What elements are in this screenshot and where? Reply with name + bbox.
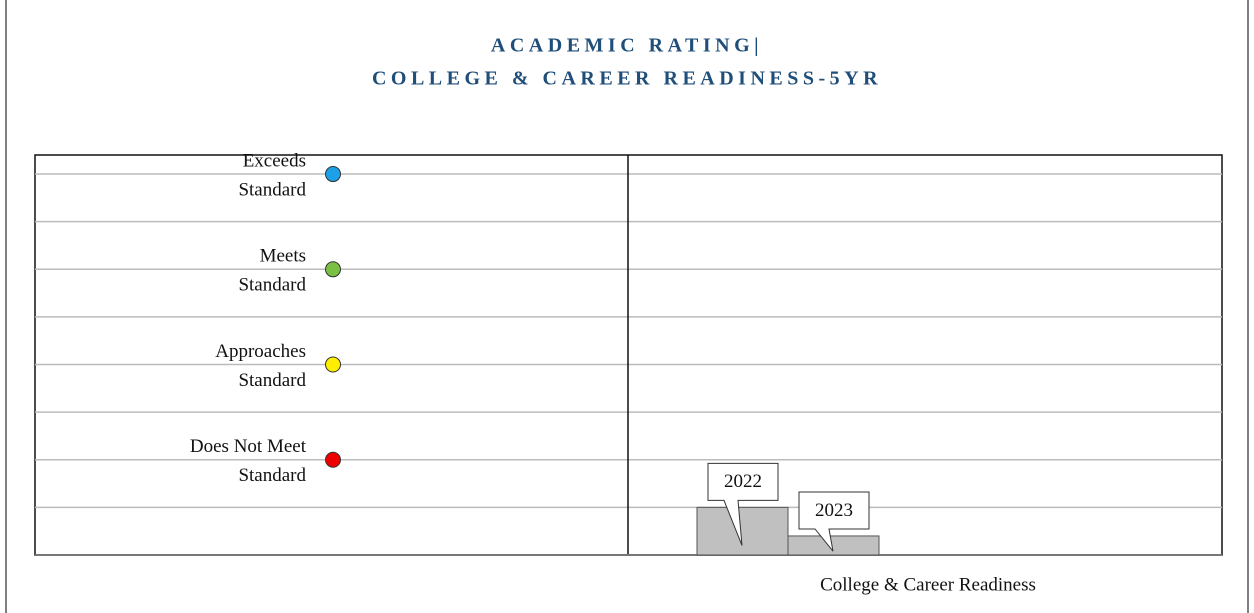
level-label: Standard <box>238 275 306 296</box>
level-label: Approaches <box>215 341 306 362</box>
callout <box>707 462 779 546</box>
level-label: Does Not Meet <box>190 436 307 457</box>
x-axis-label: College & Career Readiness <box>820 574 1036 595</box>
chart-title: ACADEMIC RATING| <box>491 35 763 57</box>
data-label: 2022 <box>724 471 762 492</box>
level-label: Standard <box>238 370 306 391</box>
bar <box>787 535 880 556</box>
callout <box>798 491 870 552</box>
level-label: Standard <box>238 465 306 486</box>
level-dot <box>325 166 341 183</box>
level-dot <box>325 451 341 468</box>
level-label: Standard <box>238 179 306 200</box>
level-label: Meets <box>260 246 306 267</box>
bar <box>696 506 789 556</box>
frame <box>5 0 1249 613</box>
level-label: Exceeds <box>243 150 306 171</box>
data-label: 2023 <box>815 500 853 521</box>
chart-title: COLLEGE & CAREER READINESS-5YR <box>372 68 882 90</box>
level-dot <box>325 356 341 373</box>
level-dot <box>325 261 341 278</box>
